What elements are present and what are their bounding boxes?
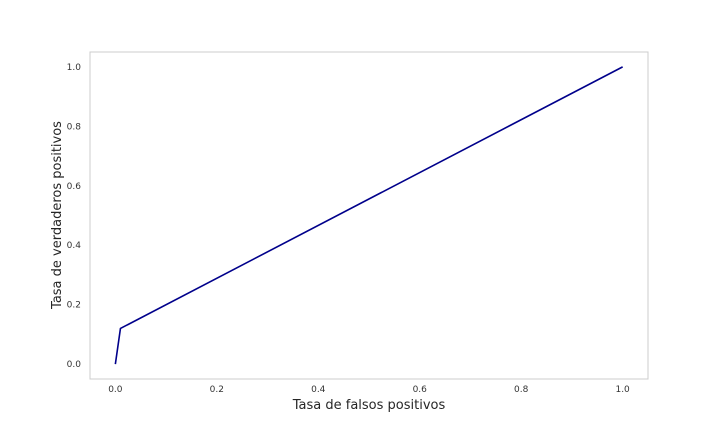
y-tick-label: 0.6 bbox=[67, 182, 82, 192]
x-tick-label: 0.4 bbox=[311, 385, 326, 395]
y-tick-label: 0.4 bbox=[67, 241, 82, 251]
x-tick-labels: 0.0 0.2 0.4 0.6 0.8 1.0 bbox=[108, 385, 630, 395]
y-tick-label: 0.2 bbox=[67, 301, 81, 311]
y-tick-labels: 0.0 0.2 0.4 0.6 0.8 1.0 bbox=[67, 63, 82, 370]
plot-frame bbox=[89, 51, 649, 380]
x-tick-label: 0.6 bbox=[413, 385, 428, 395]
y-axis-label: Tasa de verdaderos positivos bbox=[50, 121, 65, 310]
roc-curve-line bbox=[114, 66, 624, 365]
x-tick-label: 0.2 bbox=[210, 385, 224, 395]
y-tick-label: 0.8 bbox=[67, 122, 82, 132]
x-tick-label: 0.8 bbox=[514, 385, 529, 395]
x-tick-label: 1.0 bbox=[615, 385, 630, 395]
y-tick-label: 1.0 bbox=[67, 63, 82, 73]
x-tick-label: 0.0 bbox=[108, 385, 123, 395]
y-tick-label: 0.0 bbox=[67, 360, 82, 370]
x-axis-label: Tasa de falsos positivos bbox=[292, 398, 446, 413]
